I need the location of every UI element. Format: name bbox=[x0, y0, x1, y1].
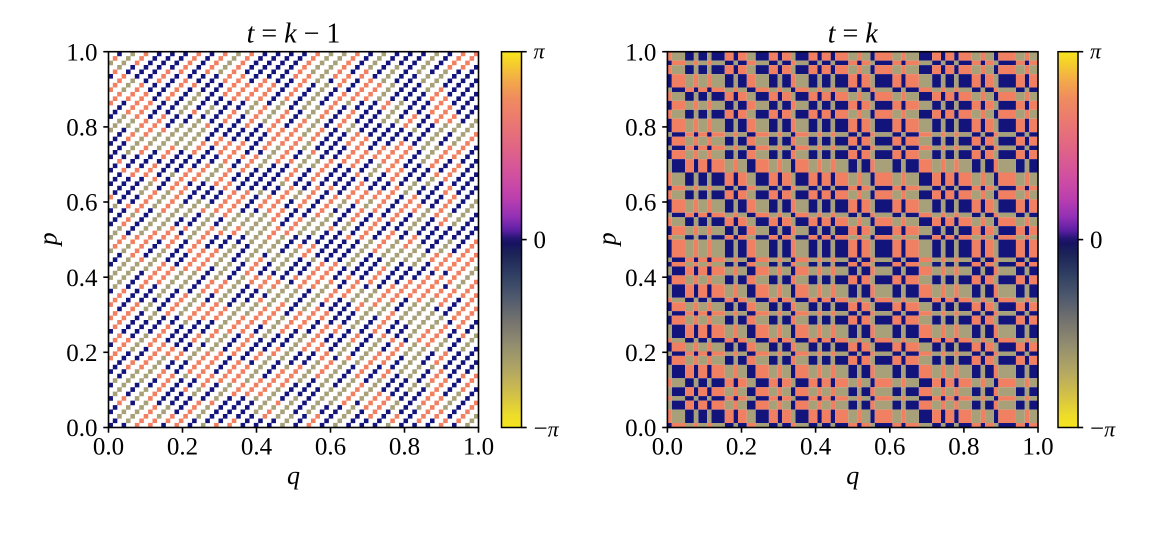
svg-text:1.0: 1.0 bbox=[1022, 434, 1053, 461]
svg-text:−π: −π bbox=[1090, 416, 1116, 443]
svg-text:0.4: 0.4 bbox=[66, 265, 98, 292]
svg-text:0.8: 0.8 bbox=[389, 434, 420, 461]
svg-text:t = k − 1: t = k − 1 bbox=[247, 18, 341, 49]
svg-text:0.6: 0.6 bbox=[315, 434, 346, 461]
svg-text:π: π bbox=[534, 39, 546, 64]
svg-text:0.4: 0.4 bbox=[625, 265, 657, 292]
svg-text:0.4: 0.4 bbox=[800, 434, 832, 461]
svg-text:0: 0 bbox=[534, 227, 547, 254]
svg-text:0.0: 0.0 bbox=[93, 434, 124, 461]
svg-text:0.2: 0.2 bbox=[167, 434, 198, 461]
svg-text:π: π bbox=[1090, 39, 1102, 64]
svg-text:0.6: 0.6 bbox=[874, 434, 905, 461]
svg-text:0.0: 0.0 bbox=[625, 415, 656, 442]
svg-text:q: q bbox=[287, 461, 300, 490]
svg-text:−π: −π bbox=[534, 416, 560, 443]
svg-text:0.0: 0.0 bbox=[66, 415, 97, 442]
svg-text:0.8: 0.8 bbox=[625, 115, 656, 142]
svg-text:t = k: t = k bbox=[828, 18, 879, 49]
svg-text:0.2: 0.2 bbox=[66, 340, 97, 367]
svg-text:p: p bbox=[34, 232, 63, 247]
svg-text:0.0: 0.0 bbox=[652, 434, 683, 461]
svg-text:1.0: 1.0 bbox=[625, 39, 656, 66]
svg-text:0.6: 0.6 bbox=[66, 190, 97, 217]
svg-text:q: q bbox=[846, 461, 859, 490]
svg-text:1.0: 1.0 bbox=[66, 39, 97, 66]
svg-text:0.2: 0.2 bbox=[726, 434, 757, 461]
svg-text:0.8: 0.8 bbox=[948, 434, 979, 461]
svg-text:1.0: 1.0 bbox=[463, 434, 494, 461]
svg-text:0: 0 bbox=[1090, 227, 1103, 254]
svg-text:p: p bbox=[593, 232, 622, 247]
svg-text:0.6: 0.6 bbox=[625, 190, 656, 217]
svg-text:0.2: 0.2 bbox=[625, 340, 656, 367]
svg-text:0.4: 0.4 bbox=[241, 434, 273, 461]
svg-text:0.8: 0.8 bbox=[66, 115, 97, 142]
